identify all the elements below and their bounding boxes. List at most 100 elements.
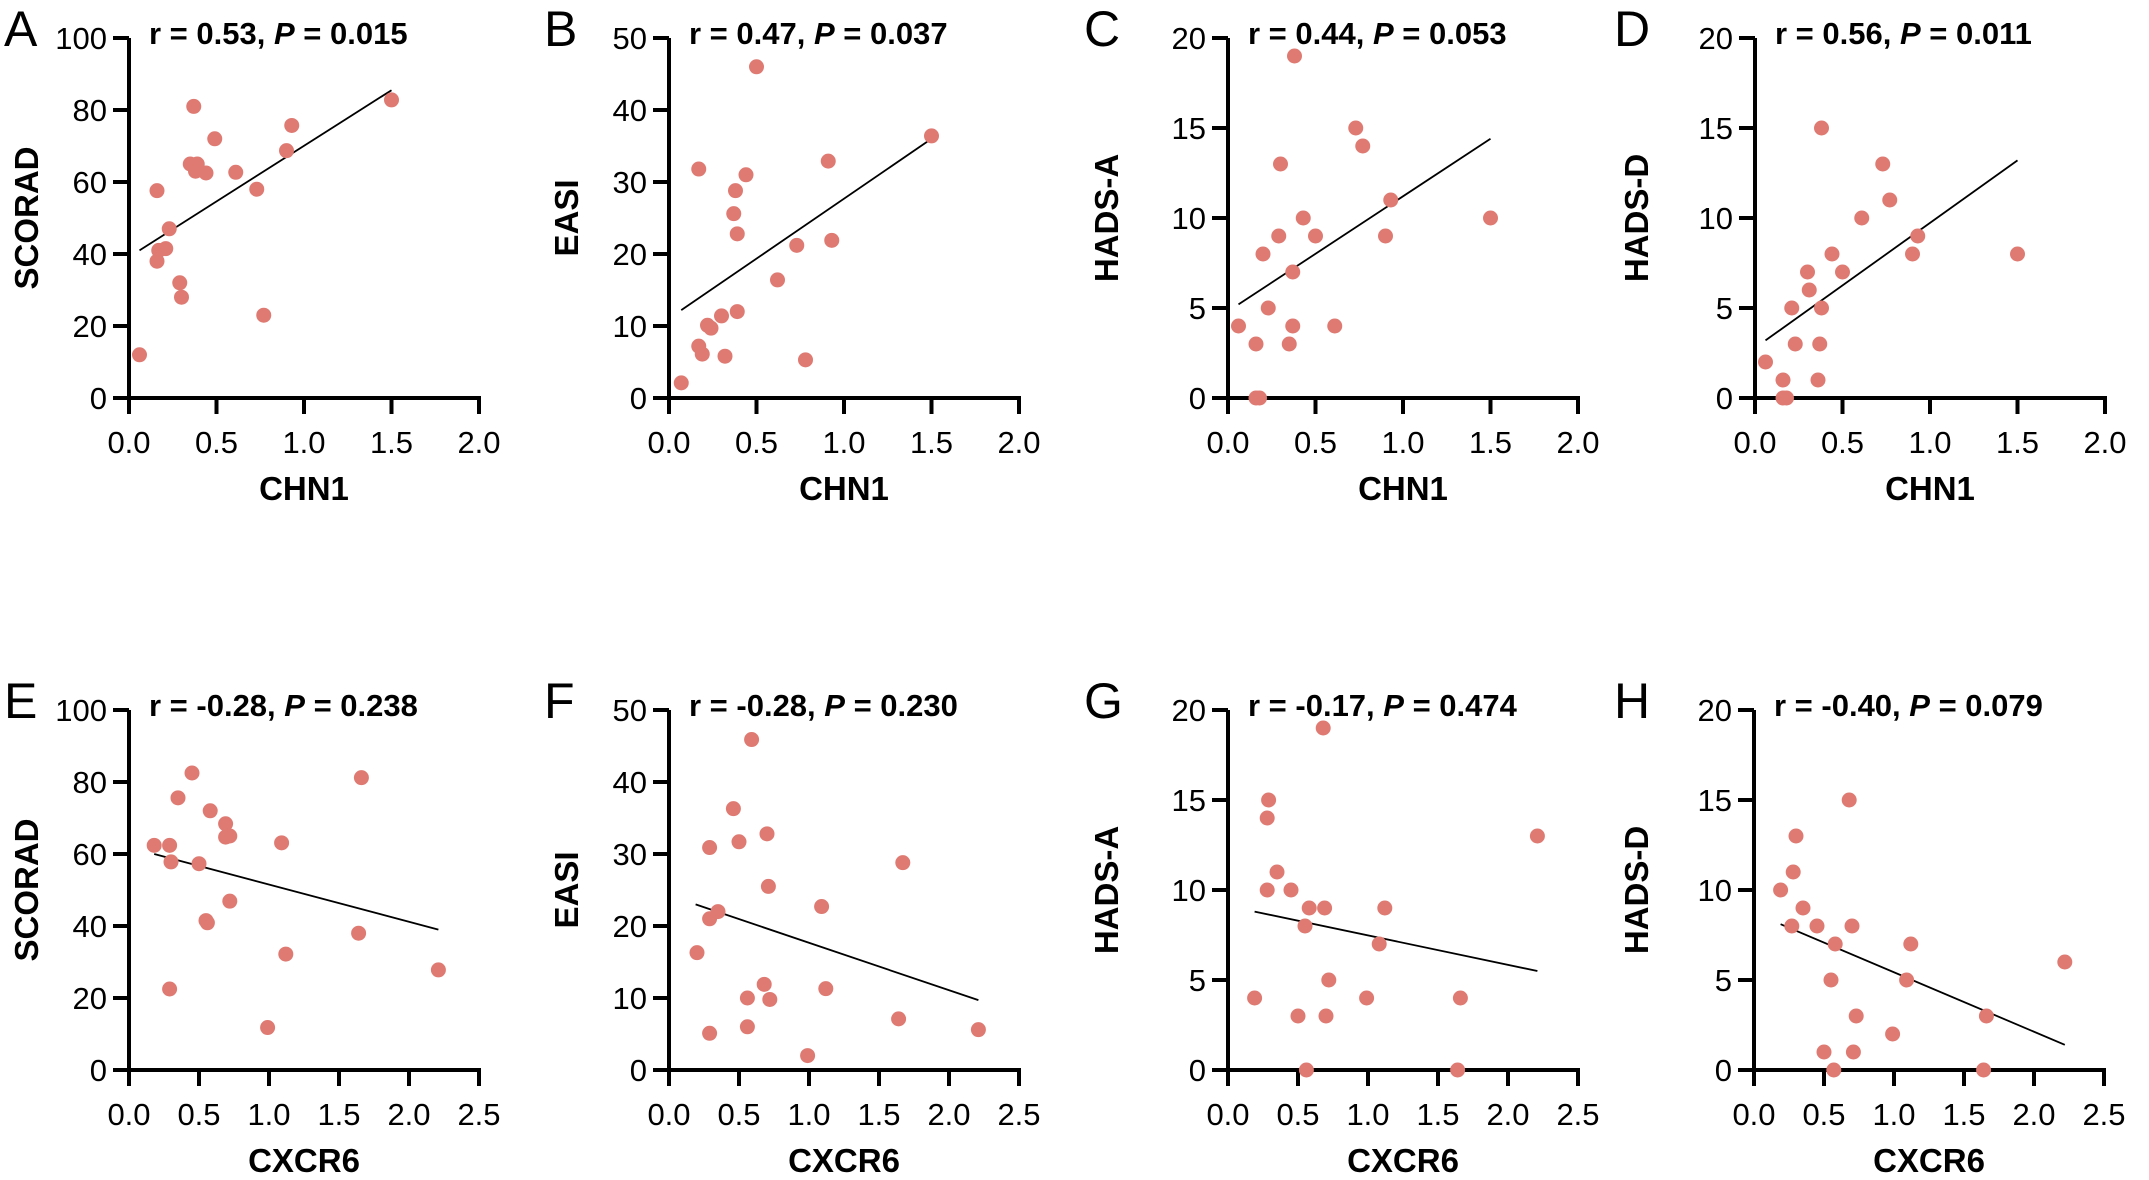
y-tick-label: 100 [55, 693, 107, 728]
x-tick-label: 1.5 [857, 1097, 900, 1132]
correlation-annotation: r = 0.47, P = 0.037 [689, 16, 948, 51]
data-point [1231, 318, 1246, 334]
data-point [1779, 390, 1794, 406]
data-point [1281, 336, 1297, 352]
panel-f: 0 10 20 30 40 50 0.0 0.5 1.0 1.5 2.0 2.5 CXCR6 EASI F r… [544, 673, 1041, 1179]
correlation-annotation: r = -0.28, P = 0.238 [149, 688, 418, 723]
x-tick-label: 2.0 [457, 425, 500, 460]
y-tick-label: 0 [1189, 1053, 1206, 1088]
x-tick-label: 1.5 [1996, 425, 2039, 460]
data-point [1826, 1062, 1842, 1078]
x-axis-title: CHN1 [1358, 470, 1448, 507]
panel-letter: A [4, 1, 38, 57]
data-point [1814, 300, 1829, 316]
y-tick-label: 0 [1715, 1053, 1732, 1088]
p-value: = 0.230 [845, 688, 958, 723]
y-axis-title: HADS-A [1088, 154, 1125, 282]
data-point [1248, 336, 1264, 352]
r-value: r = 0.53, [149, 16, 274, 51]
panel-e: 0 20 40 60 80 100 0.0 0.5 1.0 1.5 2.0 2.5 CXCR6 SCORA… [4, 673, 501, 1179]
x-tick-label: 1.5 [317, 1097, 360, 1132]
regression-line [680, 138, 933, 311]
y-tick-label: 20 [1172, 21, 1206, 56]
data-point [1787, 336, 1803, 352]
y-tick-label: 20 [613, 909, 647, 944]
data-point [274, 835, 290, 851]
x-axis-title: CXCR6 [1347, 1142, 1459, 1179]
data-point [1812, 336, 1828, 352]
y-tick-label: 60 [73, 837, 107, 872]
data-point [1483, 210, 1498, 226]
data-point [1285, 264, 1301, 280]
data-point [1905, 246, 1920, 262]
data-point [1273, 156, 1288, 172]
data-point [1809, 918, 1825, 934]
x-tick-label: 1.0 [822, 425, 865, 460]
data-point [1252, 390, 1267, 406]
p-label: P [814, 16, 835, 51]
data-point [202, 803, 218, 819]
data-point [1297, 918, 1313, 934]
panel-d: 0 5 10 15 20 0.0 0.5 1.0 1.5 2.0 CHN1 HADS-D D r = 0.… [1614, 1, 2127, 507]
p-value: = 0.015 [295, 16, 408, 51]
data-point [1290, 1008, 1306, 1024]
x-tick-label: 0.0 [107, 425, 150, 460]
y-tick-label: 5 [1715, 963, 1732, 998]
y-tick-label: 40 [73, 909, 107, 944]
data-point [814, 899, 830, 915]
x-tick-label: 1.5 [910, 425, 953, 460]
data-point [1371, 936, 1387, 952]
y-tick-label: 20 [73, 309, 107, 344]
x-tick-label: 0.5 [717, 1097, 760, 1132]
data-point [820, 153, 836, 169]
x-tick-label: 2.0 [927, 1097, 970, 1132]
regression-line [1780, 923, 2066, 1046]
y-tick-label: 10 [1698, 873, 1732, 908]
panel-letter: F [544, 673, 575, 729]
data-point [191, 856, 207, 872]
x-tick-label: 2.0 [1486, 1097, 1529, 1132]
data-point [1788, 828, 1804, 844]
data-point [895, 855, 911, 871]
data-point [729, 226, 745, 242]
x-tick-label: 2.0 [387, 1097, 430, 1132]
data-point [1899, 972, 1915, 988]
y-axis-title: SCORAD [8, 146, 45, 289]
data-point [1301, 900, 1317, 916]
x-axis-title: CHN1 [1885, 470, 1975, 507]
p-label: P [1909, 688, 1930, 723]
data-point [1824, 246, 1840, 262]
data-point [1978, 1008, 1994, 1024]
r-value: r = -0.17, [1248, 688, 1383, 723]
data-point [149, 183, 165, 199]
data-point [759, 826, 775, 842]
data-point [162, 837, 178, 853]
y-tick-label: 80 [73, 93, 107, 128]
p-label: P [1373, 16, 1394, 51]
regression-line [1254, 910, 1538, 972]
regression-line [1238, 138, 1491, 306]
y-tick-label: 15 [1172, 111, 1206, 146]
data-point [228, 164, 244, 180]
data-point [739, 990, 755, 1006]
data-point [198, 165, 214, 181]
r-value: r = -0.28, [149, 688, 284, 723]
y-tick-label: 0 [1716, 381, 1733, 416]
y-axis-title: HADS-D [1618, 154, 1655, 282]
y-tick-label: 10 [1699, 201, 1733, 236]
x-axis-title: CHN1 [259, 470, 349, 507]
y-tick-label: 5 [1716, 291, 1733, 326]
y-tick-label: 100 [55, 21, 107, 56]
data-point [1773, 882, 1789, 898]
y-tick-label: 40 [73, 237, 107, 272]
data-point [2010, 246, 2025, 262]
correlation-annotation: r = 0.53, P = 0.015 [149, 16, 408, 51]
y-tick-label: 10 [1172, 873, 1206, 908]
x-tick-label: 0.0 [1732, 1097, 1775, 1132]
data-point [1801, 282, 1817, 298]
x-tick-label: 1.5 [1416, 1097, 1459, 1132]
y-tick-label: 50 [613, 693, 647, 728]
data-point [1784, 918, 1800, 934]
data-point [1359, 990, 1375, 1006]
data-point [170, 790, 186, 806]
